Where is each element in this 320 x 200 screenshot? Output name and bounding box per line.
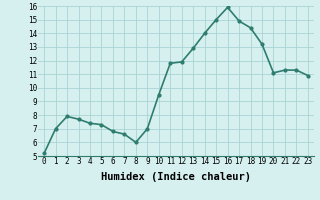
X-axis label: Humidex (Indice chaleur): Humidex (Indice chaleur): [101, 172, 251, 182]
